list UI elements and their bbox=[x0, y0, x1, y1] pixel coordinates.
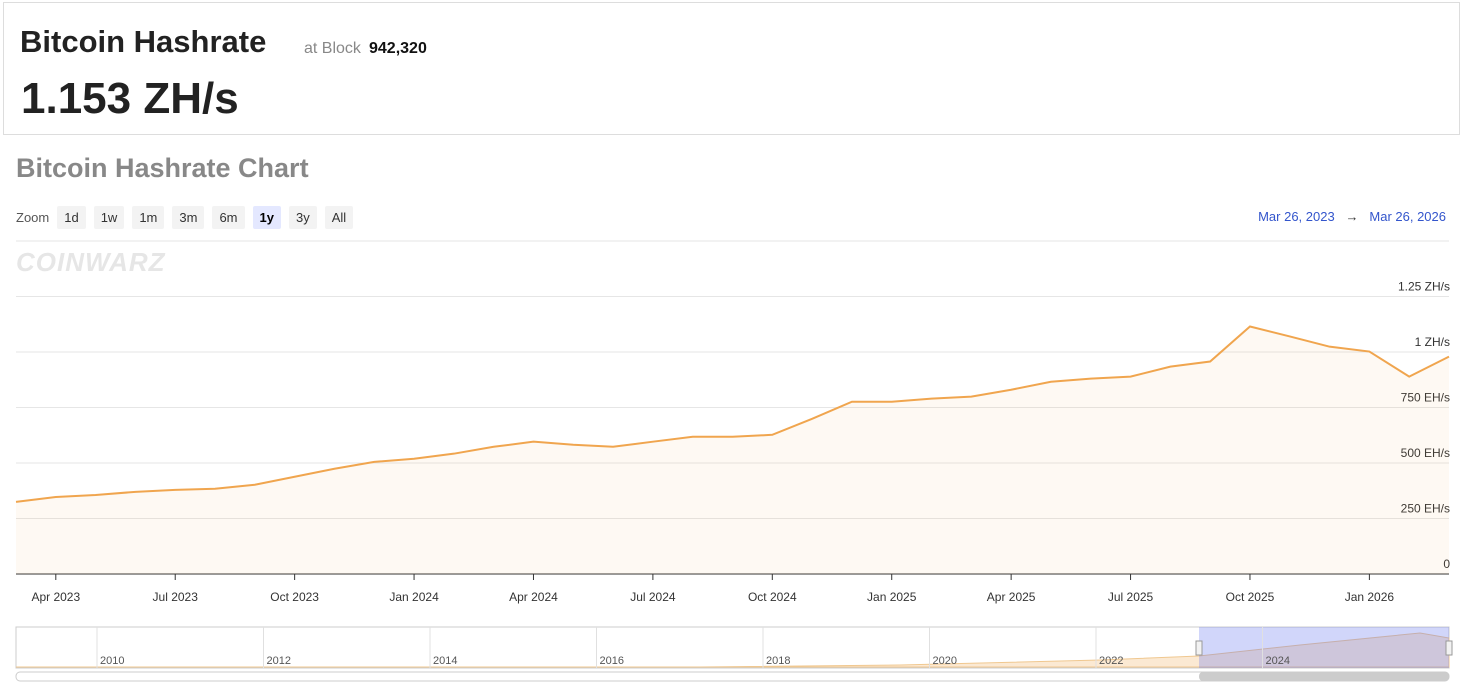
block-number: 942,320 bbox=[369, 40, 427, 57]
y-tick-label: 750 EH/s bbox=[1401, 391, 1450, 405]
zoom-bar: Zoom 1d 1w 1m 3m 6m 1y 3y All bbox=[16, 206, 354, 229]
range-from[interactable]: Mar 26, 2023 bbox=[1258, 209, 1335, 224]
title: Bitcoin Hashrate bbox=[20, 24, 267, 59]
navigator-label: 2014 bbox=[433, 655, 457, 667]
area bbox=[16, 326, 1449, 574]
watermark: COINWARZ bbox=[16, 247, 166, 277]
range-to[interactable]: Mar 26, 2026 bbox=[1369, 209, 1446, 224]
x-tick-label: Jul 2023 bbox=[153, 590, 199, 604]
navigator-selection[interactable] bbox=[1199, 627, 1449, 668]
y-tick-label: 1 ZH/s bbox=[1415, 335, 1450, 349]
line bbox=[15, 325, 1450, 503]
navigator-handle[interactable] bbox=[1195, 640, 1203, 656]
navigator-label: 2012 bbox=[267, 655, 291, 667]
x-tick-label: Jan 2026 bbox=[1345, 590, 1395, 604]
zoom-label: Zoom bbox=[16, 210, 50, 225]
x-tick-label: Jan 2025 bbox=[867, 590, 917, 604]
navigator-label: 2010 bbox=[100, 655, 124, 667]
range-arrow: → bbox=[1345, 209, 1359, 224]
y-tick-label: 500 EH/s bbox=[1401, 446, 1450, 460]
x-tick-label: Apr 2024 bbox=[509, 590, 558, 604]
navigator-label: 2016 bbox=[600, 655, 624, 667]
x-tick-label: Oct 2024 bbox=[748, 590, 797, 604]
zoom-button[interactable]: 1w bbox=[93, 206, 125, 229]
navigator-label: 2020 bbox=[933, 655, 957, 667]
zoom-button[interactable]: 1m bbox=[132, 206, 165, 229]
y-tick-label: 0 bbox=[1443, 557, 1450, 571]
x-tick-label: Jul 2024 bbox=[630, 590, 676, 604]
zoom-button[interactable]: 1y bbox=[252, 206, 281, 229]
x-tick-label: Jul 2025 bbox=[1108, 590, 1154, 604]
zoom-button[interactable]: 6m bbox=[212, 206, 245, 229]
hashrate: 1.153 ZH/s bbox=[21, 74, 239, 123]
x-tick-label: Apr 2023 bbox=[31, 590, 80, 604]
zoom-button[interactable]: 3m bbox=[172, 206, 205, 229]
navigator-label: 2022 bbox=[1099, 655, 1123, 667]
date-range: Mar 26, 2023 → Mar 26, 2026 bbox=[1258, 209, 1446, 224]
x-tick-label: Oct 2023 bbox=[270, 590, 319, 604]
zoom-button[interactable]: 3y bbox=[288, 206, 317, 229]
navigator-label: 2018 bbox=[766, 655, 790, 667]
scrollbar-thumb[interactable] bbox=[1199, 672, 1449, 681]
zoom-button[interactable]: All bbox=[324, 206, 354, 229]
x-tick-label: Jan 2024 bbox=[389, 590, 439, 604]
y-tick-label: 250 EH/s bbox=[1401, 502, 1450, 516]
navigator-handle[interactable] bbox=[1445, 640, 1453, 656]
header bbox=[3, 2, 1460, 135]
navigator-label: 2024 bbox=[1266, 655, 1290, 667]
x-tick-label: Apr 2025 bbox=[987, 590, 1036, 604]
chart-title: Bitcoin Hashrate Chart bbox=[16, 153, 309, 183]
x-tick-label: Oct 2025 bbox=[1226, 590, 1275, 604]
block-prefix: at Block bbox=[304, 40, 361, 57]
zoom-button[interactable]: 1d bbox=[57, 206, 86, 229]
y-tick-label: 1.25 ZH/s bbox=[1398, 280, 1450, 294]
